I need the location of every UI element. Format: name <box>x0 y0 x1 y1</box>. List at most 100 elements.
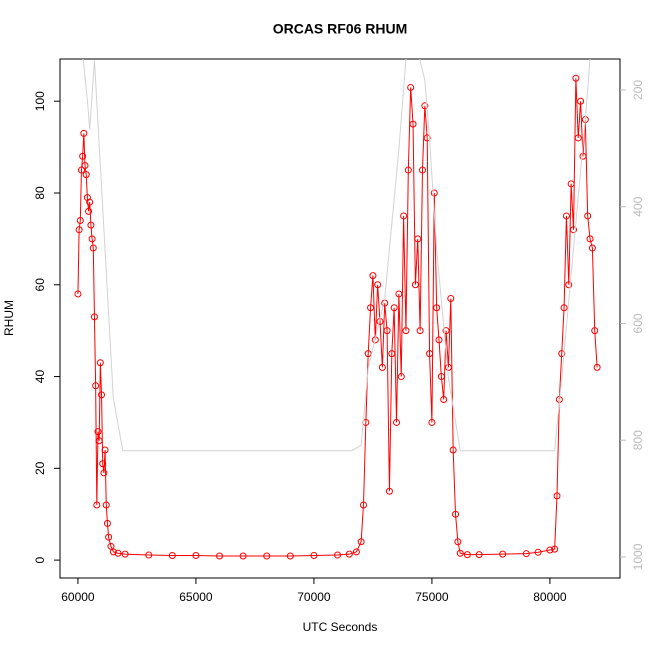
data-point <box>456 549 464 557</box>
data-point <box>449 446 457 454</box>
data-point <box>390 304 398 312</box>
y2-tick-label: 400 <box>631 196 645 216</box>
data-point <box>383 327 391 335</box>
series-line <box>77 78 598 557</box>
data-point <box>357 538 365 546</box>
data-point <box>409 120 417 128</box>
plot-frame <box>59 58 621 579</box>
chart-title: ORCAS RF06 RHUM <box>273 21 408 37</box>
data-point <box>579 152 587 160</box>
data-point <box>77 166 85 174</box>
y2-tick-label: 800 <box>631 430 645 450</box>
x-tick-label: 70000 <box>297 590 331 604</box>
data-point <box>81 161 89 169</box>
data-point <box>378 363 386 371</box>
data-point <box>98 391 106 399</box>
data-point <box>433 304 441 312</box>
data-point <box>89 244 97 252</box>
data-point <box>393 418 401 426</box>
data-point <box>416 327 424 335</box>
data-point <box>92 382 100 390</box>
data-point <box>522 550 530 558</box>
data-point <box>94 428 102 436</box>
data-point <box>444 363 452 371</box>
data-point <box>591 327 599 335</box>
data-point <box>334 551 342 559</box>
plot-area <box>74 59 601 560</box>
data-point <box>440 395 448 403</box>
y-tick-label: 80 <box>33 186 47 200</box>
data-point <box>588 244 596 252</box>
data-point <box>114 549 122 557</box>
data-point <box>76 217 84 225</box>
data-point <box>454 538 462 546</box>
data-point <box>79 152 87 160</box>
data-point <box>574 134 582 142</box>
data-point <box>90 313 98 321</box>
data-point <box>414 235 422 243</box>
x-tick-label: 75000 <box>415 590 449 604</box>
data-point <box>352 548 360 556</box>
data-point <box>593 363 601 371</box>
data-point <box>430 189 438 197</box>
data-point <box>310 552 318 560</box>
data-point <box>286 552 294 560</box>
data-point <box>400 212 408 220</box>
y-axis-label: RHUM <box>2 300 16 336</box>
series-line <box>82 59 591 452</box>
data-point <box>560 304 568 312</box>
y2-tick-label: 200 <box>631 80 645 100</box>
data-point <box>475 551 483 559</box>
data-point <box>75 226 83 234</box>
data-point <box>102 501 110 509</box>
data-point <box>239 552 247 560</box>
data-point <box>216 552 224 560</box>
data-point <box>426 350 434 358</box>
y-tick-label: 100 <box>33 91 47 111</box>
data-point <box>428 418 436 426</box>
y-tick-label: 40 <box>33 370 47 384</box>
data-point <box>452 510 460 518</box>
data-point <box>87 221 95 229</box>
data-point <box>95 437 103 445</box>
data-point <box>404 166 412 174</box>
y-tick-label: 20 <box>33 461 47 475</box>
data-point <box>145 551 153 559</box>
data-point <box>435 336 443 344</box>
data-point <box>96 359 104 367</box>
data-point <box>359 501 367 509</box>
data-point <box>572 74 580 82</box>
data-point <box>101 446 109 454</box>
data-point <box>100 469 108 477</box>
data-point <box>109 548 117 556</box>
data-point <box>388 350 396 358</box>
data-point <box>86 198 94 206</box>
data-point <box>577 97 585 105</box>
data-point <box>93 501 101 509</box>
data-point <box>567 180 575 188</box>
data-point <box>395 290 403 298</box>
x-axis-label: UTC Seconds <box>303 620 378 634</box>
data-point <box>586 235 594 243</box>
y2-tick-label: 600 <box>631 313 645 333</box>
data-point <box>442 327 450 335</box>
data-point <box>367 304 375 312</box>
data-point <box>551 545 559 553</box>
data-point <box>584 212 592 220</box>
data-point <box>558 350 566 358</box>
data-point <box>88 235 96 243</box>
data-point <box>562 212 570 220</box>
data-point <box>168 552 176 560</box>
data-point <box>534 548 542 556</box>
y2-tick-label: 1000 <box>631 543 645 570</box>
data-point <box>99 460 107 468</box>
data-point <box>385 487 393 495</box>
data-point <box>499 550 507 558</box>
data-point <box>418 166 426 174</box>
data-point <box>553 492 561 500</box>
data-point <box>546 546 554 554</box>
data-point <box>423 134 431 142</box>
data-point <box>463 551 471 559</box>
